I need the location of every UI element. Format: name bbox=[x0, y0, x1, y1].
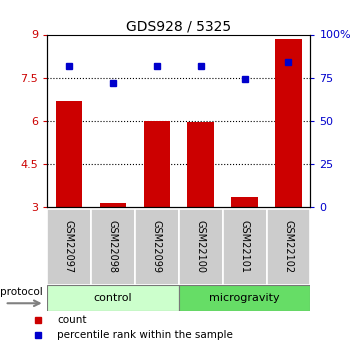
Text: protocol: protocol bbox=[0, 287, 43, 297]
Bar bbox=[223, 209, 266, 285]
Bar bbox=[47, 209, 91, 285]
Bar bbox=[187, 122, 214, 207]
Bar bbox=[179, 285, 310, 310]
Bar bbox=[266, 209, 310, 285]
Text: microgravity: microgravity bbox=[209, 293, 280, 303]
Bar bbox=[144, 121, 170, 207]
Text: control: control bbox=[93, 293, 132, 303]
Text: GSM22101: GSM22101 bbox=[240, 220, 249, 273]
Text: GSM22098: GSM22098 bbox=[108, 220, 118, 273]
Bar bbox=[275, 39, 302, 207]
Bar bbox=[179, 209, 223, 285]
Text: count: count bbox=[57, 315, 87, 325]
Text: GSM22102: GSM22102 bbox=[283, 220, 293, 273]
Bar bbox=[91, 209, 135, 285]
Text: GSM22099: GSM22099 bbox=[152, 220, 162, 273]
Text: GSM22100: GSM22100 bbox=[196, 220, 206, 273]
Text: percentile rank within the sample: percentile rank within the sample bbox=[57, 331, 233, 341]
Bar bbox=[56, 101, 82, 207]
Bar bbox=[135, 209, 179, 285]
Bar bbox=[47, 285, 179, 310]
Text: GSM22097: GSM22097 bbox=[64, 220, 74, 273]
Bar bbox=[231, 197, 258, 207]
Bar bbox=[100, 203, 126, 207]
Title: GDS928 / 5325: GDS928 / 5325 bbox=[126, 19, 231, 33]
